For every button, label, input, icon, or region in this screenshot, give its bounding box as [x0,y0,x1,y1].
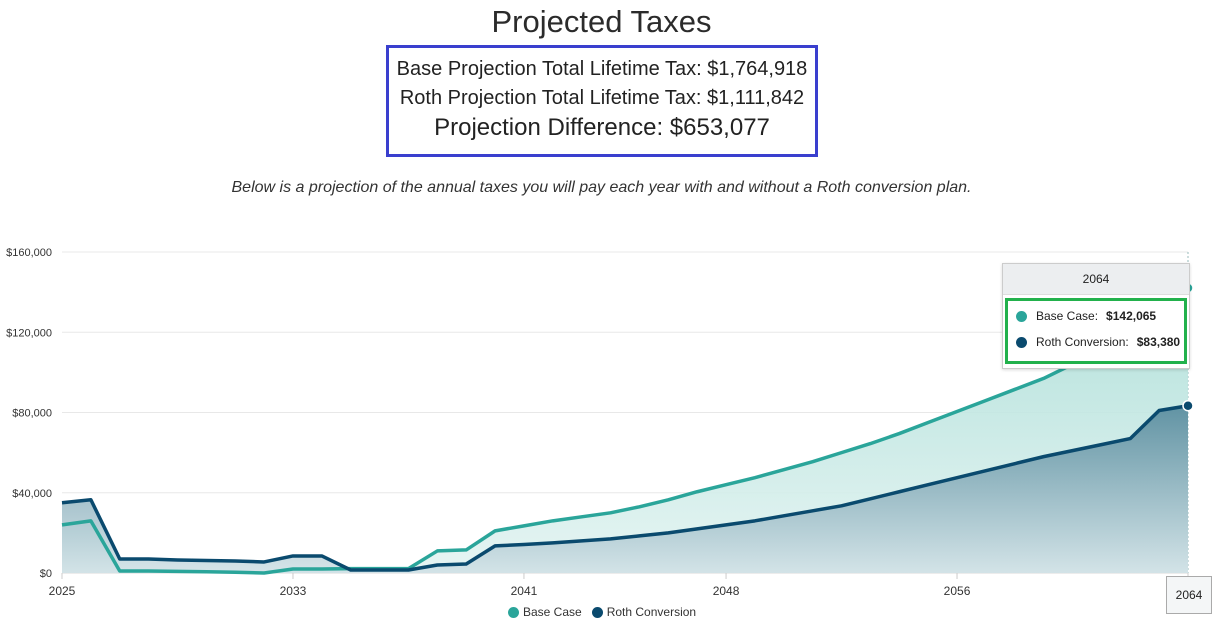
y-tick-label: $120,000 [6,327,52,339]
y-tick-label: $0 [40,568,52,580]
series-line-1 [61,403,1189,572]
legend-label: Roth Conversion [606,605,697,619]
projection-difference: Projection Difference: $653,077 [434,114,770,141]
legend-base-case[interactable]: Base Case [508,605,582,619]
tooltip-base-value: $142,065 [1106,309,1157,323]
legend-label: Base Case [523,605,582,619]
x-tick-label: 2048 [713,584,740,598]
y-tick-label: $80,000 [12,408,52,420]
base-total: Base Projection Total Lifetime Tax: $1,7… [396,58,808,80]
chart-tooltip: 2064 Base Case: $142,065 Roth Conversion… [1002,263,1190,369]
y-tick-label: $40,000 [12,488,52,500]
legend-roth-conversion[interactable]: Roth Conversion [591,605,697,619]
chart-legend: Base Case Roth Conversion [508,605,706,619]
crosshair-x-label: 2064 [1166,576,1212,614]
y-tick-label: $160,000 [6,247,52,259]
x-tick-label: 2025 [49,584,76,598]
x-tick-label: 2033 [280,584,307,598]
base-case-legend-icon [508,606,519,618]
tooltip-year: 2064 [1003,264,1189,295]
series-area-1 [62,405,1188,573]
x-tick-label: 2041 [511,584,538,598]
tooltip-base-label: Base Case: [1036,309,1099,323]
roth-conversion-dot-icon [1016,336,1027,348]
hover-point-1 [1182,399,1194,412]
base-case-dot-icon [1016,310,1027,322]
page-title: Projected Taxes [491,4,712,39]
roth-total: Roth Projection Total Lifetime Tax: $1,1… [399,87,805,109]
lifetime-tax-summary: Base Projection Total Lifetime Tax: $1,7… [386,45,818,157]
x-tick-label: 2056 [944,584,971,598]
tooltip-roth-label: Roth Conversion: [1036,335,1129,349]
tooltip-roth-value: $83,380 [1136,335,1181,349]
roth-conversion-legend-icon [591,606,603,618]
chart-description: Below is a projection of the annual taxe… [231,179,972,196]
series-line-0 [61,286,1190,575]
